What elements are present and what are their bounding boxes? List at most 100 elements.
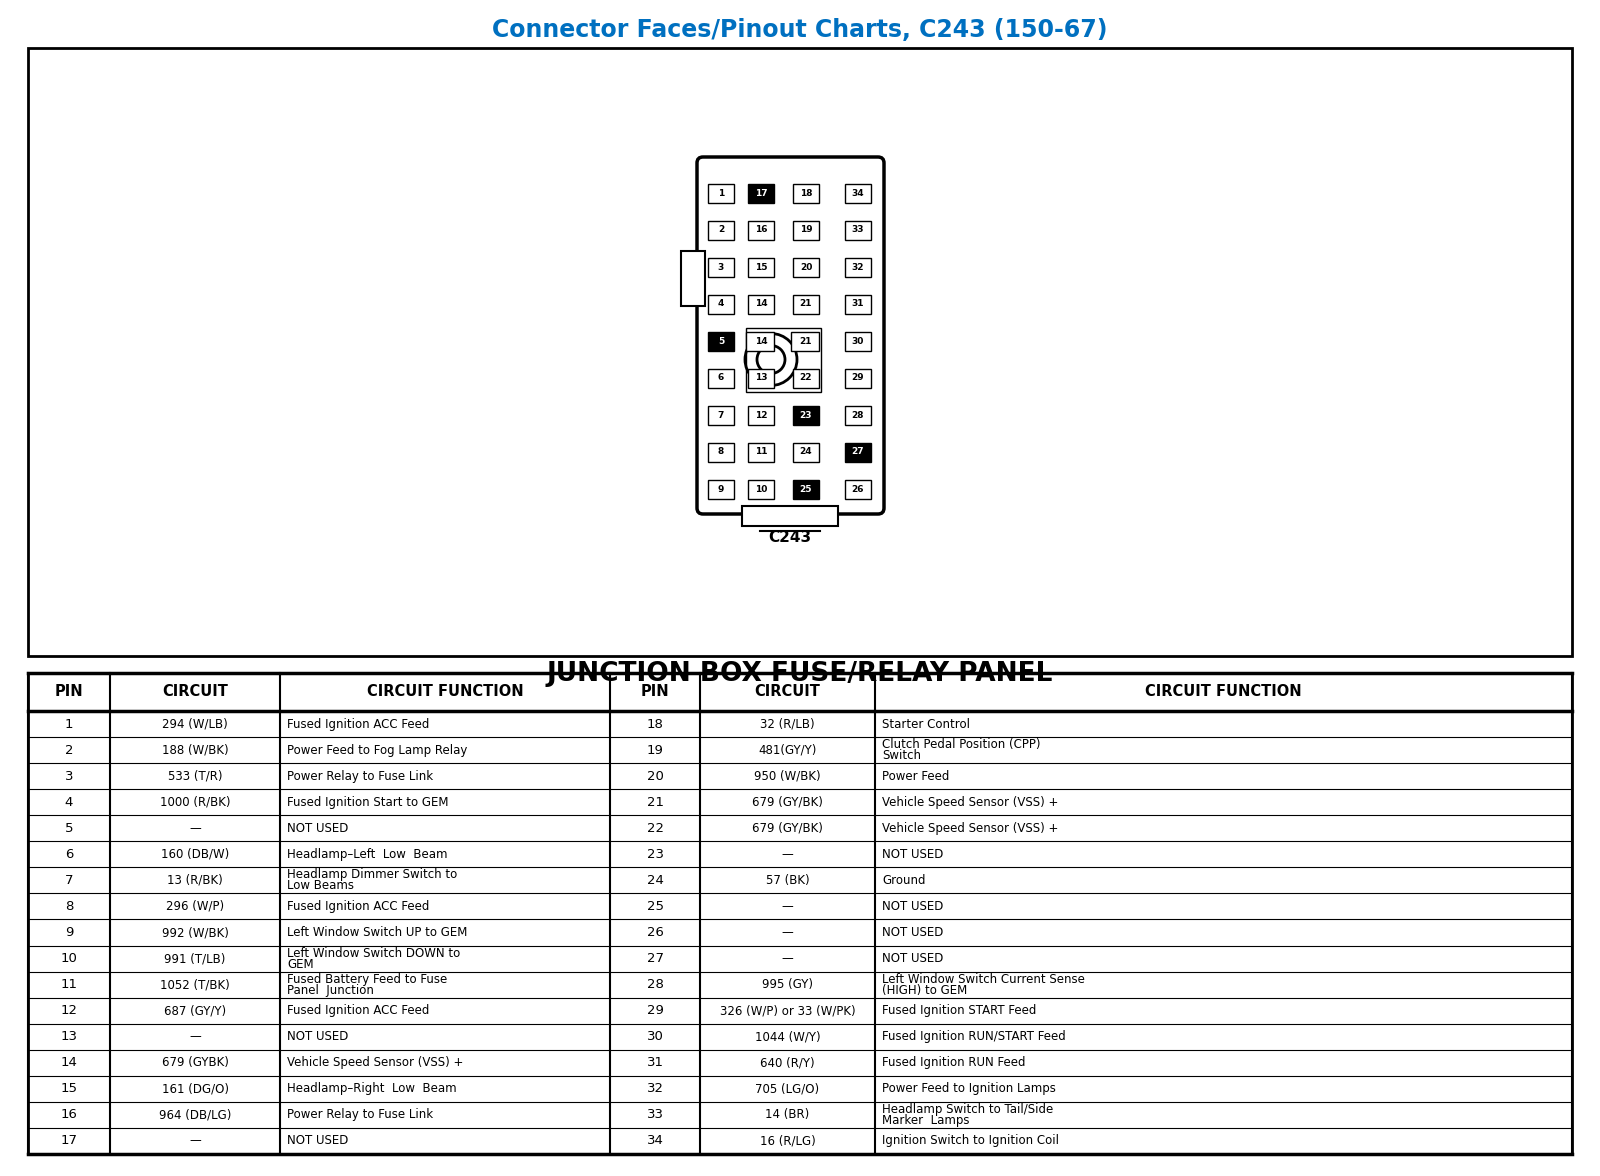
Bar: [707, 294, 734, 314]
Text: 5: 5: [718, 336, 725, 346]
Text: 14: 14: [61, 1056, 77, 1069]
Bar: [845, 368, 870, 388]
Text: Connector Faces/Pinout Charts, C243 (150-67): Connector Faces/Pinout Charts, C243 (150…: [493, 18, 1107, 42]
Text: 991 (T/LB): 991 (T/LB): [165, 953, 226, 965]
Bar: [29, 48, 1571, 656]
Bar: [707, 368, 734, 388]
Bar: [845, 221, 870, 240]
Text: 16: 16: [755, 226, 768, 234]
Text: CIRCUIT: CIRCUIT: [162, 684, 227, 700]
Text: NOT USED: NOT USED: [882, 900, 944, 913]
Text: Low Beams: Low Beams: [286, 880, 354, 893]
Text: GEM: GEM: [286, 957, 314, 970]
Text: Switch: Switch: [882, 749, 922, 762]
Text: 7: 7: [64, 874, 74, 887]
Text: 16: 16: [61, 1109, 77, 1122]
Text: —: —: [189, 1030, 202, 1043]
Text: Ground: Ground: [882, 874, 925, 887]
Text: 160 (DB/W): 160 (DB/W): [162, 848, 229, 861]
Text: Fused Ignition RUN/START Feed: Fused Ignition RUN/START Feed: [882, 1030, 1066, 1043]
Text: Vehicle Speed Sensor (VSS) +: Vehicle Speed Sensor (VSS) +: [882, 796, 1058, 809]
Text: 57 (BK): 57 (BK): [766, 874, 810, 887]
Text: 34: 34: [646, 1135, 664, 1148]
Text: 26: 26: [851, 485, 864, 494]
Text: 30: 30: [851, 336, 864, 346]
Text: 16 (R/LG): 16 (R/LG): [760, 1135, 816, 1148]
Text: 24: 24: [646, 874, 664, 887]
Text: 31: 31: [851, 300, 864, 308]
Text: 12: 12: [61, 1004, 77, 1017]
Text: NOT USED: NOT USED: [286, 822, 349, 835]
Bar: [707, 406, 734, 425]
Bar: [746, 332, 774, 350]
Text: 5: 5: [64, 822, 74, 835]
Text: 8: 8: [66, 900, 74, 913]
Text: Clutch Pedal Position (CPP): Clutch Pedal Position (CPP): [882, 739, 1040, 751]
Text: —: —: [782, 926, 794, 938]
Text: NOT USED: NOT USED: [882, 953, 944, 965]
Text: 32: 32: [851, 262, 864, 272]
Text: 8: 8: [718, 448, 725, 456]
Text: 2: 2: [64, 743, 74, 756]
Text: 705 (LG/O): 705 (LG/O): [755, 1082, 819, 1095]
Text: 28: 28: [646, 978, 664, 991]
Text: 14: 14: [755, 336, 768, 346]
Text: Power Feed to Ignition Lamps: Power Feed to Ignition Lamps: [882, 1082, 1056, 1095]
Text: 26: 26: [646, 926, 664, 938]
Text: Fused Ignition RUN Feed: Fused Ignition RUN Feed: [882, 1056, 1026, 1069]
Text: 23: 23: [646, 848, 664, 861]
Text: 9: 9: [718, 485, 725, 494]
Text: 7: 7: [718, 410, 725, 420]
Bar: [707, 332, 734, 350]
Text: Power Feed to Fog Lamp Relay: Power Feed to Fog Lamp Relay: [286, 743, 467, 756]
Text: 19: 19: [646, 743, 664, 756]
Text: 3: 3: [718, 262, 725, 272]
Text: 992 (W/BK): 992 (W/BK): [162, 926, 229, 938]
Text: 161 (DG/O): 161 (DG/O): [162, 1082, 229, 1095]
Text: 533 (T/R): 533 (T/R): [168, 769, 222, 783]
Text: 687 (GY/Y): 687 (GY/Y): [163, 1004, 226, 1017]
Text: 21: 21: [800, 300, 813, 308]
Bar: [845, 480, 870, 499]
Text: —: —: [189, 822, 202, 835]
Bar: [845, 442, 870, 461]
Text: 14: 14: [755, 300, 768, 308]
Text: 33: 33: [851, 226, 864, 234]
Text: 481(GY/Y): 481(GY/Y): [758, 743, 816, 756]
Text: 28: 28: [851, 410, 864, 420]
Text: Fused Ignition ACC Feed: Fused Ignition ACC Feed: [286, 900, 429, 913]
Text: 19: 19: [800, 226, 813, 234]
Bar: [749, 480, 774, 499]
Text: Panel  Junction: Panel Junction: [286, 983, 374, 996]
Text: Fused Ignition ACC Feed: Fused Ignition ACC Feed: [286, 1004, 429, 1017]
Text: 21: 21: [646, 796, 664, 809]
Text: 13: 13: [755, 374, 768, 382]
Bar: [794, 480, 819, 499]
Bar: [29, 673, 1571, 1154]
Text: NOT USED: NOT USED: [882, 926, 944, 938]
Text: Left Window Switch Current Sense: Left Window Switch Current Sense: [882, 973, 1085, 985]
Text: (HIGH) to GEM: (HIGH) to GEM: [882, 983, 968, 996]
Bar: [794, 406, 819, 425]
Text: 18: 18: [646, 717, 664, 730]
Bar: [707, 221, 734, 240]
Text: 23: 23: [800, 410, 813, 420]
Text: Headlamp–Left  Low  Beam: Headlamp–Left Low Beam: [286, 848, 448, 861]
Text: C243: C243: [768, 530, 811, 544]
Text: 29: 29: [851, 374, 864, 382]
Text: —: —: [189, 1135, 202, 1148]
Text: 6: 6: [66, 848, 74, 861]
Text: 32 (R/LB): 32 (R/LB): [760, 717, 814, 730]
Text: 25: 25: [646, 900, 664, 913]
Text: 15: 15: [61, 1082, 77, 1095]
Text: 31: 31: [646, 1056, 664, 1069]
Text: 22: 22: [646, 822, 664, 835]
Text: 17: 17: [61, 1135, 77, 1148]
Text: Power Feed: Power Feed: [882, 769, 949, 783]
Text: 950 (W/BK): 950 (W/BK): [754, 769, 821, 783]
Bar: [794, 258, 819, 276]
Text: 4: 4: [718, 300, 725, 308]
Text: —: —: [782, 953, 794, 965]
Text: Fused Ignition Start to GEM: Fused Ignition Start to GEM: [286, 796, 448, 809]
Text: 964 (DB/LG): 964 (DB/LG): [158, 1109, 230, 1122]
